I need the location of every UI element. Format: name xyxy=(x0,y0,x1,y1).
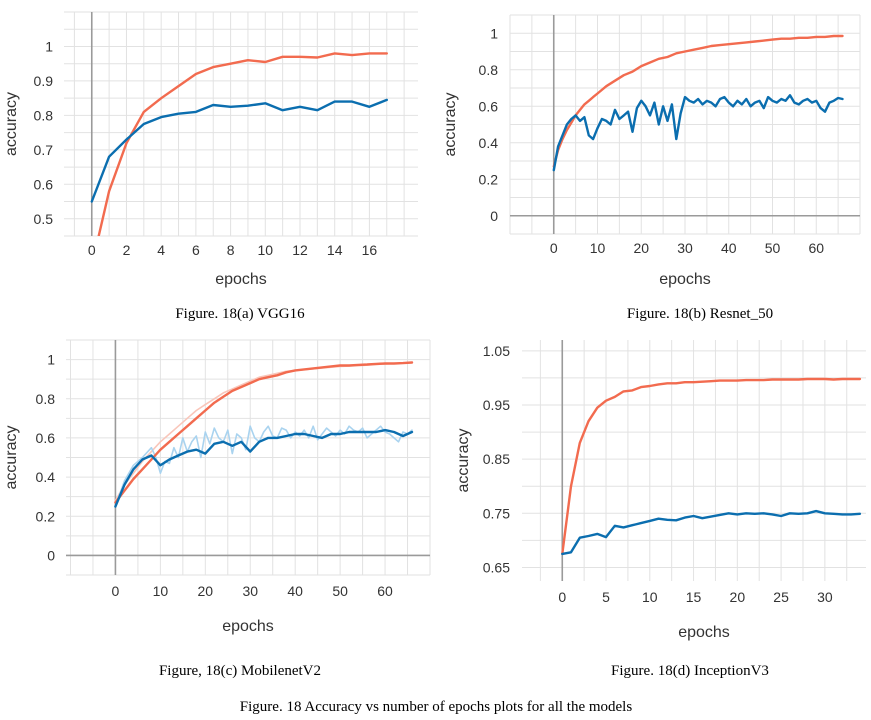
x-tick-label: 20 xyxy=(730,589,746,605)
y-tick-label: 0.8 xyxy=(36,391,56,407)
y-tick-label: 0.4 xyxy=(36,469,56,485)
x-tick-label: 0 xyxy=(88,242,96,258)
series-line-train xyxy=(114,361,414,504)
x-tick-label: 14 xyxy=(327,242,343,258)
x-tick-label: 12 xyxy=(292,242,308,258)
x-tick-label: 40 xyxy=(721,240,737,256)
series-line-train xyxy=(561,377,862,556)
x-tick-label: 10 xyxy=(590,240,606,256)
series-line-val xyxy=(552,94,844,172)
panel-caption: Figure, 18(c) MobilenetV2 xyxy=(159,663,321,679)
x-tick-label: 0 xyxy=(558,589,566,605)
y-tick-label: 0.8 xyxy=(34,107,54,123)
chart-panel-1: 0 2 4 6 8 10 12 14 16 0.5 0.6 0.7 0.8 0.9 1 epochs accur… xyxy=(3,11,418,322)
y-tick-label: 0.9 xyxy=(34,73,54,89)
y-tick-label: 0.6 xyxy=(479,98,499,114)
y-tick-label: 0.65 xyxy=(483,559,510,575)
x-tick-label: 60 xyxy=(377,583,393,599)
x-tick-label: 10 xyxy=(642,589,658,605)
panel-caption: Figure. 18(d) InceptionV3 xyxy=(611,663,769,679)
y-tick-label: 0.85 xyxy=(483,451,510,467)
x-tick-label: 30 xyxy=(817,589,833,605)
y-axis-label: accuracy xyxy=(442,92,459,156)
y-tick-label: 0.7 xyxy=(34,142,54,158)
y-tick-label: 1 xyxy=(490,25,498,41)
x-tick-label: 25 xyxy=(773,589,789,605)
x-axis-label: epochs xyxy=(215,271,267,288)
chart-panels: 0 2 4 6 8 10 12 14 160.50.60.70.80.91epochsaccur… xyxy=(3,11,866,679)
panel-caption: Figure. 18(a) VGG16 xyxy=(175,306,305,322)
y-tick-label: 0.2 xyxy=(36,508,56,524)
x-tick-label: 8 xyxy=(227,242,235,258)
panel-caption: Figure. 18(b) Resnet_50 xyxy=(627,306,773,322)
y-tick-label: 0.2 xyxy=(479,171,499,187)
y-tick-label: 0.95 xyxy=(483,397,510,413)
series-line-val-raw xyxy=(114,425,413,508)
series-line-train xyxy=(97,52,388,236)
x-tick-label: 6 xyxy=(192,242,200,258)
x-tick-label: 10 xyxy=(258,242,274,258)
x-tick-label: 2 xyxy=(123,242,131,258)
x-tick-label: 50 xyxy=(332,583,348,599)
series-line-val xyxy=(561,509,862,556)
x-tick-label: 20 xyxy=(198,583,214,599)
y-tick-label: 0.8 xyxy=(479,62,499,78)
x-axis-label: epochs xyxy=(659,271,711,288)
chart-panel-3: 0 10 20 30 40 50 60 0 0.2 0.4 0.6 0.8 1 epochs accurac… xyxy=(3,339,431,679)
series-line-train xyxy=(552,34,844,168)
y-tick-label: 0.4 xyxy=(479,135,499,151)
chart-panel-2: 0 10 20 30 40 50 60 0 0.2 0.4 0.6 0.8 1 epochs accurac… xyxy=(442,14,861,322)
figure-caption: Figure. 18 Accuracy vs number of epochs … xyxy=(240,699,633,715)
x-tick-label: 20 xyxy=(633,240,649,256)
y-axis-label: accuracy xyxy=(3,425,20,489)
series-line-val xyxy=(114,428,414,508)
x-tick-label: 30 xyxy=(677,240,693,256)
x-tick-label: 4 xyxy=(157,242,165,258)
x-tick-label: 50 xyxy=(765,240,781,256)
y-tick-label: 0 xyxy=(490,208,498,224)
x-tick-label: 0 xyxy=(550,240,558,256)
x-axis-label: epochs xyxy=(678,624,730,641)
series-line-val xyxy=(90,98,388,203)
x-tick-label: 40 xyxy=(287,583,303,599)
y-tick-label: 0.75 xyxy=(483,505,510,521)
y-tick-label: 1 xyxy=(45,38,53,54)
chart-panel-4: 0 5 10 15 20 25 30 0.65 0.75 0.85 0.95 1.05 epochs ac… xyxy=(455,340,866,679)
y-tick-label: 0.5 xyxy=(34,211,54,227)
x-tick-label: 15 xyxy=(686,589,702,605)
y-axis-label: accuracy xyxy=(3,92,20,156)
x-tick-label: 5 xyxy=(602,589,610,605)
x-tick-label: 16 xyxy=(362,242,378,258)
x-tick-label: 10 xyxy=(153,583,169,599)
x-tick-label: 0 xyxy=(112,583,120,599)
y-axis-label: accuracy xyxy=(455,428,472,492)
y-tick-label: 1 xyxy=(47,352,55,368)
x-tick-label: 60 xyxy=(808,240,824,256)
y-tick-label: 0.6 xyxy=(36,430,56,446)
x-tick-label: 30 xyxy=(242,583,258,599)
x-axis-label: epochs xyxy=(222,618,274,635)
y-tick-label: 0.6 xyxy=(34,176,54,192)
y-tick-label: 1.05 xyxy=(483,343,510,359)
y-tick-label: 0 xyxy=(47,547,55,563)
